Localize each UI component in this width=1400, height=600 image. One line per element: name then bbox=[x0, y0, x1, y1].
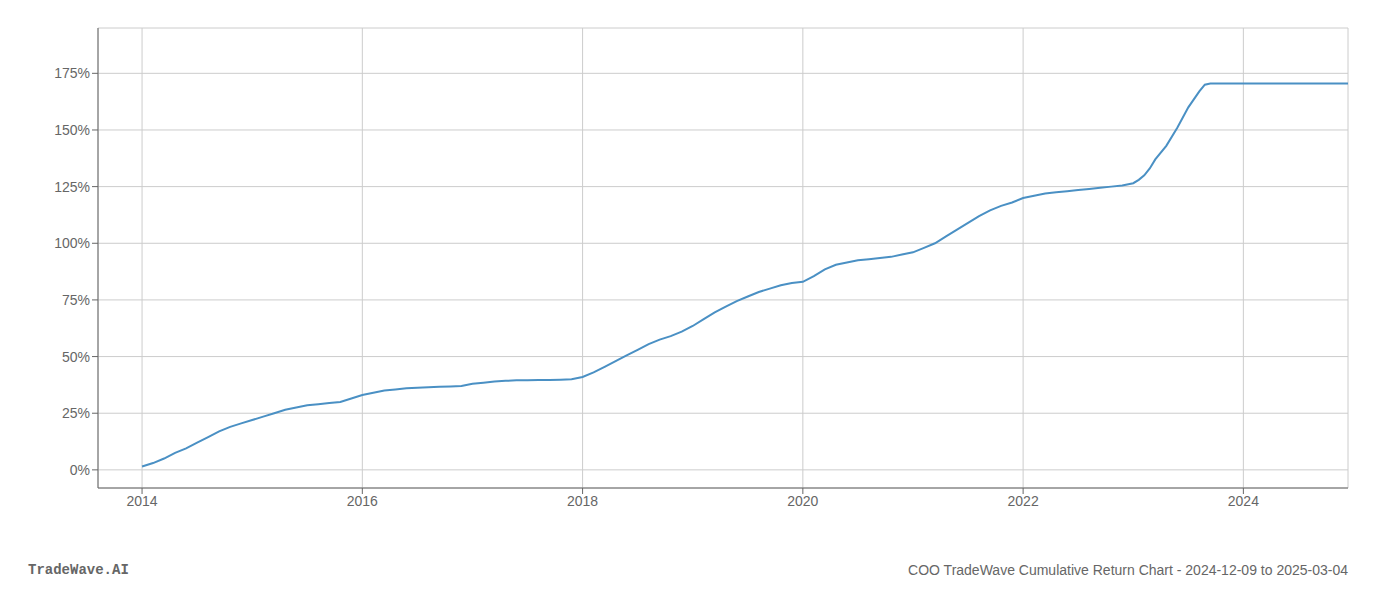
svg-text:75%: 75% bbox=[62, 292, 90, 308]
svg-text:2018: 2018 bbox=[567, 493, 598, 509]
svg-text:50%: 50% bbox=[62, 349, 90, 365]
svg-text:25%: 25% bbox=[62, 405, 90, 421]
html-text:COO TradeWave Cumulative Retur: COO TradeWave Cumulative Return Chart - … bbox=[908, 562, 1348, 578]
svg-text:2022: 2022 bbox=[1008, 493, 1039, 509]
svg-text:2024: 2024 bbox=[1228, 493, 1259, 509]
svg-text:0%: 0% bbox=[70, 462, 90, 478]
svg-text:2014: 2014 bbox=[126, 493, 157, 509]
svg-text:125%: 125% bbox=[54, 179, 90, 195]
html-text:TradeWave.AI: TradeWave.AI bbox=[28, 562, 129, 578]
svg-text:100%: 100% bbox=[54, 235, 90, 251]
svg-text:2016: 2016 bbox=[347, 493, 378, 509]
svg-text:2020: 2020 bbox=[787, 493, 818, 509]
svg-text:150%: 150% bbox=[54, 122, 90, 138]
svg-text:175%: 175% bbox=[54, 65, 90, 81]
